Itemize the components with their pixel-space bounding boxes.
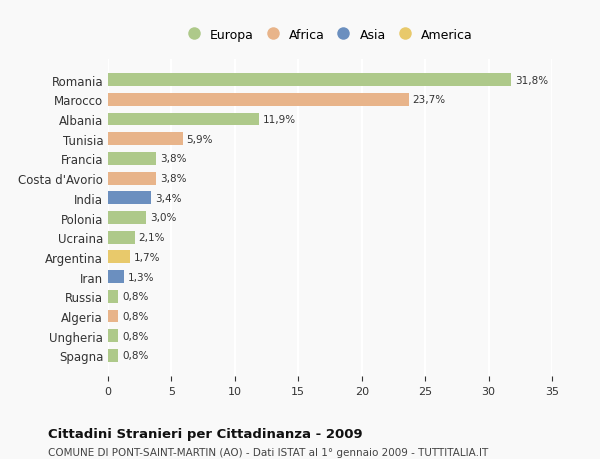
Text: 3,8%: 3,8%	[160, 174, 187, 184]
Text: 0,8%: 0,8%	[122, 351, 148, 361]
Text: 0,8%: 0,8%	[122, 291, 148, 302]
Text: Cittadini Stranieri per Cittadinanza - 2009: Cittadini Stranieri per Cittadinanza - 2…	[48, 427, 362, 440]
Bar	[108, 330, 118, 342]
Text: 0,8%: 0,8%	[122, 331, 148, 341]
Bar	[108, 290, 118, 303]
Bar	[108, 310, 118, 323]
Text: 11,9%: 11,9%	[263, 115, 296, 125]
Text: 1,3%: 1,3%	[128, 272, 155, 282]
Bar	[108, 271, 124, 283]
Text: 5,9%: 5,9%	[187, 134, 213, 145]
Bar	[108, 94, 409, 106]
Bar	[108, 231, 134, 244]
Text: COMUNE DI PONT-SAINT-MARTIN (AO) - Dati ISTAT al 1° gennaio 2009 - TUTTITALIA.IT: COMUNE DI PONT-SAINT-MARTIN (AO) - Dati …	[48, 448, 488, 458]
Legend: Europa, Africa, Asia, America: Europa, Africa, Asia, America	[184, 25, 476, 45]
Text: 23,7%: 23,7%	[412, 95, 446, 105]
Bar	[108, 74, 511, 87]
Bar	[108, 153, 156, 165]
Text: 3,4%: 3,4%	[155, 193, 181, 203]
Text: 31,8%: 31,8%	[515, 75, 548, 85]
Text: 3,8%: 3,8%	[160, 154, 187, 164]
Bar	[108, 349, 118, 362]
Bar	[108, 251, 130, 264]
Text: 0,8%: 0,8%	[122, 311, 148, 321]
Text: 3,0%: 3,0%	[150, 213, 176, 223]
Bar	[108, 172, 156, 185]
Text: 2,1%: 2,1%	[139, 233, 165, 243]
Bar	[108, 192, 151, 205]
Bar	[108, 133, 183, 146]
Bar	[108, 212, 146, 224]
Text: 1,7%: 1,7%	[133, 252, 160, 263]
Bar	[108, 113, 259, 126]
